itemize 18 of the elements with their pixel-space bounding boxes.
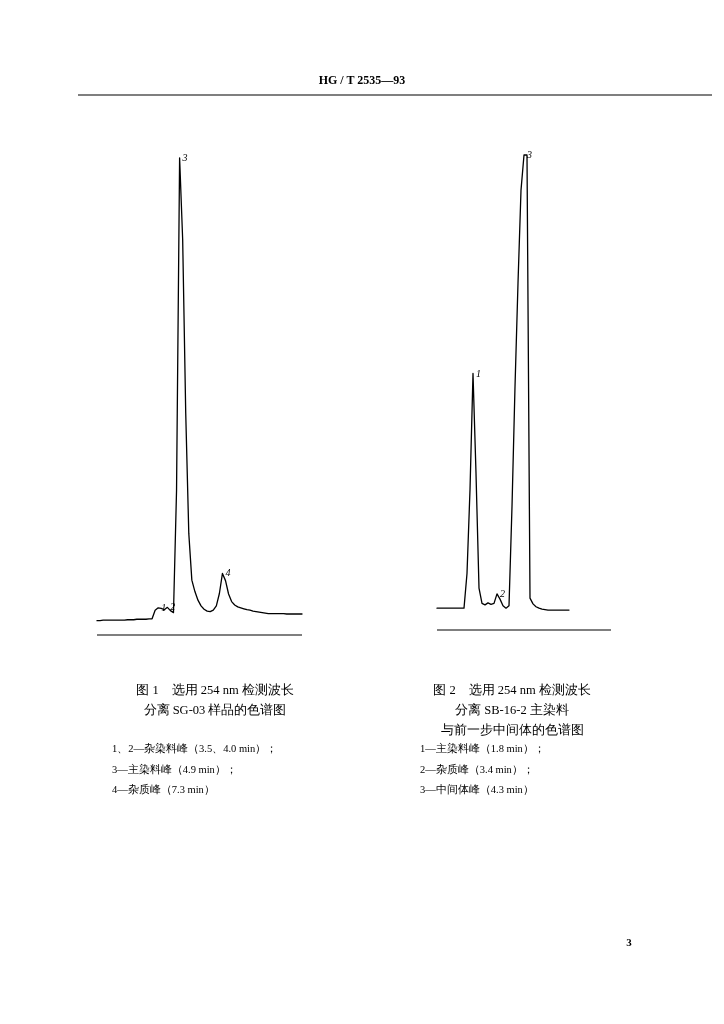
text: 2—杂质峰（3.4 min）； xyxy=(420,762,534,775)
annotation: 1 xyxy=(476,367,481,379)
text: 与前一步中间体的色谱图 xyxy=(440,723,584,737)
annotation: 2 xyxy=(500,587,505,599)
text: 图 1 选用 254 nm 检测波长 xyxy=(136,683,294,697)
text: 3—主染料峰（4.9 min）； xyxy=(112,762,237,775)
text: 4—杂质峰（7.3 min） xyxy=(112,783,215,795)
text: 1、2—杂染料峰（3.5、4.0 min）； xyxy=(112,742,278,754)
text: 分离 SG-03 样品的色谱图 xyxy=(143,702,287,717)
text: 1—主染料峰（1.8 min）； xyxy=(420,742,545,754)
annotation: 4 xyxy=(225,567,231,579)
text: 分离 SB-16-2 主染料 xyxy=(455,702,569,717)
text: 图 2 选用 254 nm 检测波长 xyxy=(433,683,591,697)
text: 3—中间体峰（4.3 min） xyxy=(420,783,534,795)
annotation: 3 xyxy=(181,152,188,163)
text: 3 xyxy=(626,936,633,948)
annotation: 3 xyxy=(526,149,532,160)
text: HG / T 2535—93 xyxy=(318,73,406,87)
